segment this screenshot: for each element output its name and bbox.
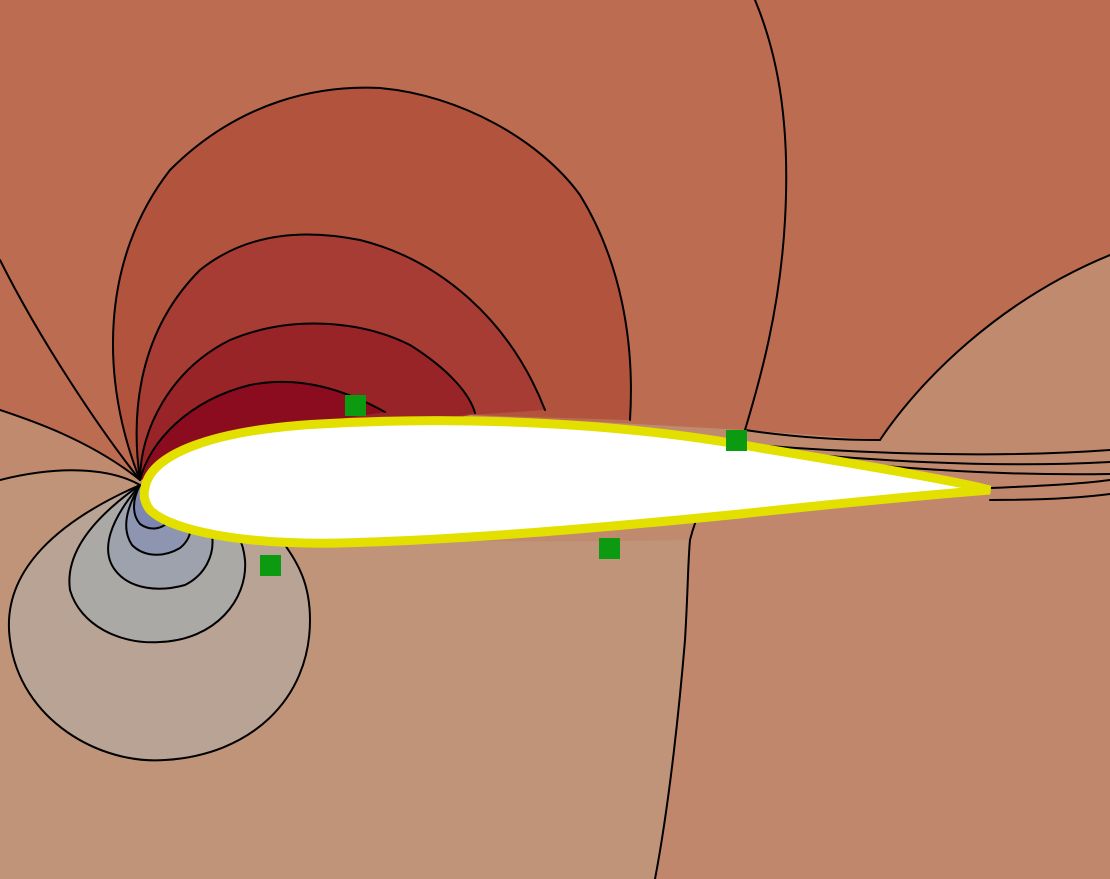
- probe-marker-upper-trailing[interactable]: [726, 430, 747, 451]
- probe-marker-lower-mid[interactable]: [599, 538, 620, 559]
- probe-marker-upper-leading[interactable]: [345, 395, 366, 416]
- wake-region: [655, 455, 1110, 879]
- airfoil-body: [139, 416, 992, 548]
- upper-suction-region: [0, 0, 1110, 440]
- probe-marker-lower-leading[interactable]: [260, 555, 281, 576]
